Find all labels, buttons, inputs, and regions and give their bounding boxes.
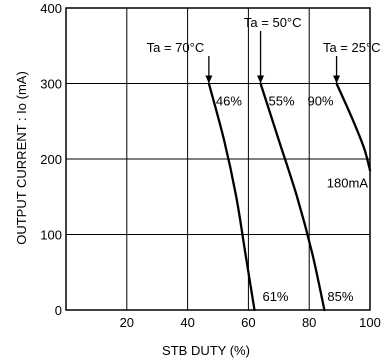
- series-line: [259, 82, 326, 312]
- series-line: [335, 82, 372, 172]
- series-lines: [207, 82, 372, 312]
- annotation-arrows: [205, 31, 341, 84]
- annotation-temperature-label: Ta = 25°C: [323, 40, 381, 55]
- series-line: [207, 82, 256, 312]
- x-tick-label: 100: [359, 315, 381, 330]
- y-tick-label: 300: [40, 77, 62, 92]
- y-tick-label: 0: [55, 303, 62, 318]
- annotation-arrow-head: [257, 75, 265, 84]
- annotation-duty-top: 46%: [216, 94, 242, 109]
- x-tick-label: 60: [241, 315, 255, 330]
- x-tick-label: 80: [302, 315, 316, 330]
- annotation-current: 180mA: [327, 175, 369, 190]
- annotation-arrow-head: [205, 75, 213, 84]
- annotation-duty-top: 90%: [308, 94, 334, 109]
- tick-labels: 20 40 60 80 100 0 100 200 300 400: [40, 1, 381, 330]
- annotation-duty-bottom: 85%: [327, 289, 353, 304]
- annotation-duty-bottom: 61%: [262, 289, 288, 304]
- annotations: Ta = 70°C Ta = 50°C Ta = 25°C 46% 55% 90% 61% 8…: [147, 15, 381, 304]
- annotation-temperature-label: Ta = 70°C: [147, 40, 205, 55]
- annotation-duty-top: 55%: [269, 94, 295, 109]
- x-tick-label: 40: [180, 315, 194, 330]
- annotation-temperature-label: Ta = 50°C: [244, 15, 302, 30]
- y-tick-label: 400: [40, 1, 62, 16]
- y-tick-label: 100: [40, 228, 62, 243]
- x-axis-label: STB DUTY (%): [162, 343, 250, 358]
- y-tick-label: 200: [40, 152, 62, 167]
- plot-frame: [65, 7, 371, 311]
- x-tick-label: 20: [120, 315, 134, 330]
- y-axis-label: OUTPUT CURRENT : Io (mA): [14, 71, 29, 245]
- annotation-arrow-head: [333, 75, 341, 84]
